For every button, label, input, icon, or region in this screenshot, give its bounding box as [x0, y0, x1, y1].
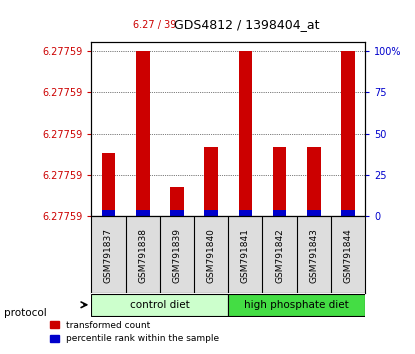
- Text: GSM791840: GSM791840: [207, 228, 216, 283]
- Text: protocol: protocol: [4, 308, 47, 318]
- Text: GSM791839: GSM791839: [172, 228, 181, 283]
- Bar: [239, 51, 252, 216]
- Text: 6.27 / 39: 6.27 / 39: [133, 20, 176, 30]
- Text: control diet: control diet: [130, 300, 190, 310]
- Bar: [102, 154, 115, 216]
- Bar: [341, 210, 355, 216]
- Text: GSM791838: GSM791838: [138, 228, 147, 283]
- Bar: [136, 210, 149, 216]
- Text: GSM791844: GSM791844: [344, 228, 353, 282]
- Text: GSM791837: GSM791837: [104, 228, 113, 283]
- Bar: [341, 51, 355, 216]
- Bar: [102, 210, 115, 216]
- Bar: [204, 210, 218, 216]
- Bar: [273, 210, 286, 216]
- Bar: [170, 187, 184, 216]
- Legend: transformed count, percentile rank within the sample: transformed count, percentile rank withi…: [46, 317, 223, 347]
- Bar: [204, 147, 218, 216]
- Text: GSM791841: GSM791841: [241, 228, 250, 283]
- Bar: [307, 147, 321, 216]
- Bar: [170, 210, 184, 216]
- Text: GDS4812 / 1398404_at: GDS4812 / 1398404_at: [174, 18, 320, 31]
- Bar: [239, 210, 252, 216]
- Bar: [136, 51, 149, 216]
- Bar: [273, 147, 286, 216]
- Bar: [307, 210, 321, 216]
- Text: high phosphate diet: high phosphate diet: [244, 300, 349, 310]
- Text: GSM791842: GSM791842: [275, 228, 284, 282]
- FancyBboxPatch shape: [228, 294, 365, 316]
- FancyBboxPatch shape: [91, 294, 228, 316]
- Text: GSM791843: GSM791843: [309, 228, 318, 283]
